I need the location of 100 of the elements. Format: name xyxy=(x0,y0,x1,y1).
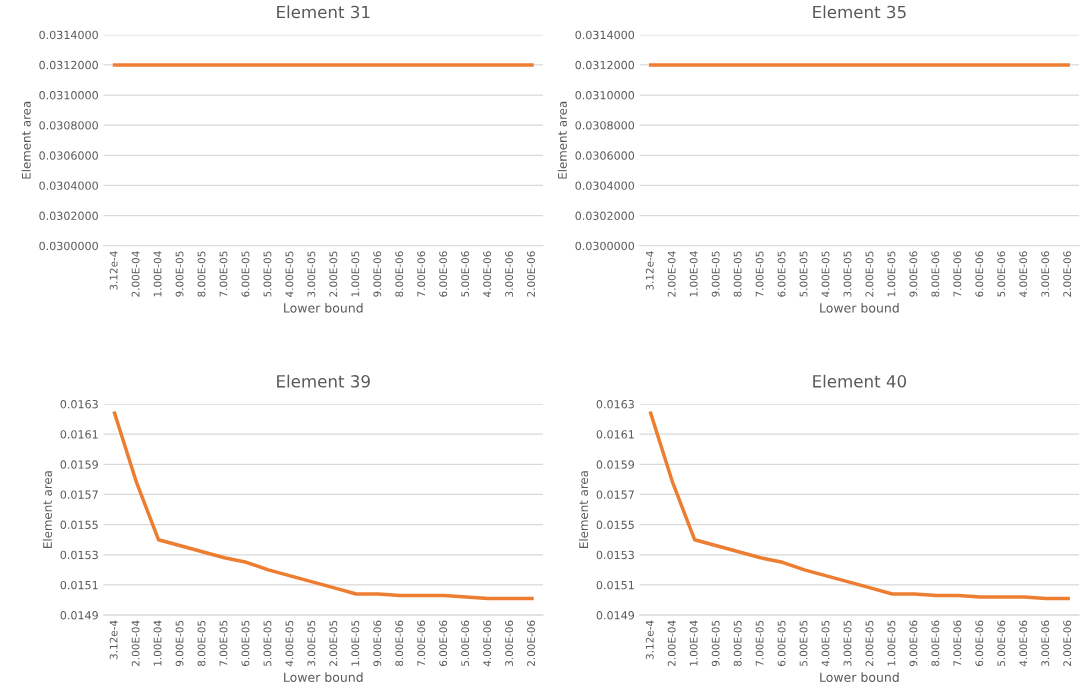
y-tick-label: 0.0163 xyxy=(596,400,634,409)
x-tick-label: 5.00E-05 xyxy=(799,620,808,666)
y-tick-label: 0.0153 xyxy=(60,550,98,560)
y-tick-label: 0.0314000 xyxy=(39,30,98,40)
y-tick-label: 0.0314000 xyxy=(575,30,635,40)
x-tick-label: 4.00E-06 xyxy=(483,251,492,297)
y-tick-label: 0.0151 xyxy=(596,580,634,590)
x-tick-label: 7.00E-06 xyxy=(953,251,962,297)
y-tick-label: 0.0304000 xyxy=(575,181,635,190)
x-tick-label: 2.00E-06 xyxy=(527,251,536,297)
y-tick-label: 0.0312000 xyxy=(39,60,98,70)
y-tick-label: 0.0312000 xyxy=(575,60,635,70)
x-tick-label: 4.00E-05 xyxy=(821,620,830,667)
y-tick-label: 0.0161 xyxy=(60,430,98,439)
y-tick-label: 0.0302000 xyxy=(575,211,635,221)
chart-title: Element 35 xyxy=(813,5,906,19)
x-tick-label: 5.00E-05 xyxy=(263,251,272,297)
x-tick-label: 6.00E-06 xyxy=(975,620,984,666)
x-tick-label: 2.00E-04 xyxy=(667,620,676,666)
y-tick-label: 0.0159 xyxy=(596,460,635,469)
x-tick-label: 7.00E-05 xyxy=(755,251,764,297)
x-tick-label: 2.00E-06 xyxy=(1063,620,1072,666)
chart-title: Element 31 xyxy=(277,5,370,19)
y-tick-label: 0.0157 xyxy=(60,490,98,499)
y-tick-label: 0.0302000 xyxy=(39,211,98,221)
x-tick-label: 3.00E-06 xyxy=(1041,251,1050,297)
x-axis-title: Lower bound xyxy=(820,302,899,313)
x-tick-label: 7.00E-06 xyxy=(417,620,426,666)
y-tick-label: 0.0153 xyxy=(596,550,634,560)
x-tick-label: 5.00E-06 xyxy=(997,620,1006,666)
x-tick-label: 2.00E-05 xyxy=(865,251,874,297)
x-tick-label: 9.00E-05 xyxy=(175,251,184,297)
x-tick-label: 6.00E-05 xyxy=(777,620,786,666)
y-tick-label: 0.0151 xyxy=(60,580,98,590)
y-tick-label: 0.0308000 xyxy=(39,121,98,130)
x-tick-label: 9.00E-06 xyxy=(909,620,918,667)
x-tick-label: 2.00E-04 xyxy=(131,620,140,666)
x-tick-label: 6.00E-06 xyxy=(439,251,448,297)
chart-title: Element 39 xyxy=(277,374,370,388)
x-tick-label: 5.00E-05 xyxy=(799,251,808,297)
x-tick-label: 3.00E-06 xyxy=(505,620,514,666)
x-tick-label: 3.12e-4 xyxy=(109,251,118,290)
x-tick-label: 4.00E-06 xyxy=(1019,251,1028,297)
y-tick-label: 0.0161 xyxy=(596,430,634,439)
x-tick-label: 9.00E-05 xyxy=(711,251,720,297)
x-tick-label: 3.00E-05 xyxy=(307,251,316,297)
x-tick-label: 7.00E-06 xyxy=(953,620,962,666)
x-tick-label: 2.00E-05 xyxy=(865,620,874,666)
x-tick-label: 8.00E-06 xyxy=(395,620,404,667)
line-series xyxy=(648,411,1070,601)
y-tick-label: 0.0155 xyxy=(60,520,98,530)
x-tick-label: 3.00E-06 xyxy=(1041,620,1050,666)
x-tick-label: 1.00E-04 xyxy=(689,251,698,297)
y-axis-title: Element area xyxy=(578,471,589,548)
x-tick-label: 3.00E-05 xyxy=(843,251,852,297)
y-axis-title: Element area xyxy=(557,101,567,179)
x-tick-label: 3.00E-05 xyxy=(843,620,852,666)
x-tick-label: 8.00E-05 xyxy=(197,251,206,297)
x-tick-label: 4.00E-05 xyxy=(821,251,830,297)
x-tick-label: 3.00E-06 xyxy=(505,251,514,297)
x-axis-title: Lower bound xyxy=(820,672,899,682)
y-tick-label: 0.0304000 xyxy=(39,181,98,190)
x-tick-label: 6.00E-06 xyxy=(439,620,448,666)
x-tick-label: 1.00E-04 xyxy=(153,620,162,666)
x-tick-label: 6.00E-05 xyxy=(241,620,250,666)
y-tick-label: 0.0308000 xyxy=(575,121,635,130)
y-tick-label: 0.0306000 xyxy=(575,151,635,160)
x-tick-label: 7.00E-06 xyxy=(417,251,426,297)
x-axis-title: Lower bound xyxy=(284,302,363,313)
x-tick-label: 9.00E-05 xyxy=(175,620,184,667)
y-tick-label: 0.0163 xyxy=(60,400,98,409)
y-axis-title: Element area xyxy=(42,471,52,548)
x-tick-label: 3.00E-05 xyxy=(307,620,316,666)
x-tick-label: 8.00E-05 xyxy=(733,620,742,667)
x-tick-label: 8.00E-05 xyxy=(733,251,742,297)
x-tick-label: 6.00E-06 xyxy=(975,251,984,297)
x-tick-label: 6.00E-05 xyxy=(241,251,250,297)
x-tick-label: 7.00E-05 xyxy=(219,620,228,666)
x-tick-label: 7.00E-05 xyxy=(755,620,764,666)
x-tick-label: 8.00E-06 xyxy=(395,251,404,297)
x-tick-label: 5.00E-06 xyxy=(997,251,1006,297)
y-tick-label: 0.0149 xyxy=(60,611,98,620)
line-series xyxy=(112,411,534,601)
x-tick-label: 2.00E-05 xyxy=(329,620,338,666)
x-tick-label: 9.00E-05 xyxy=(711,620,720,667)
x-tick-label: 2.00E-05 xyxy=(329,251,338,297)
x-tick-label: 2.00E-04 xyxy=(667,251,676,297)
x-tick-label: 4.00E-06 xyxy=(483,620,492,667)
y-tick-label: 0.0300000 xyxy=(39,241,98,251)
x-tick-label: 2.00E-06 xyxy=(527,620,536,666)
x-tick-label: 3.12e-4 xyxy=(109,620,118,660)
y-tick-label: 0.0159 xyxy=(60,460,98,469)
x-tick-label: 2.00E-04 xyxy=(131,251,140,297)
x-tick-label: 1.00E-05 xyxy=(351,620,360,666)
x-tick-label: 1.00E-05 xyxy=(887,620,896,666)
x-tick-label: 9.00E-06 xyxy=(909,251,918,297)
x-tick-label: 5.00E-06 xyxy=(461,251,470,297)
x-tick-label: 9.00E-06 xyxy=(373,620,382,667)
x-tick-label: 2.00E-06 xyxy=(1063,251,1072,297)
x-tick-label: 3.12e-4 xyxy=(645,620,654,660)
